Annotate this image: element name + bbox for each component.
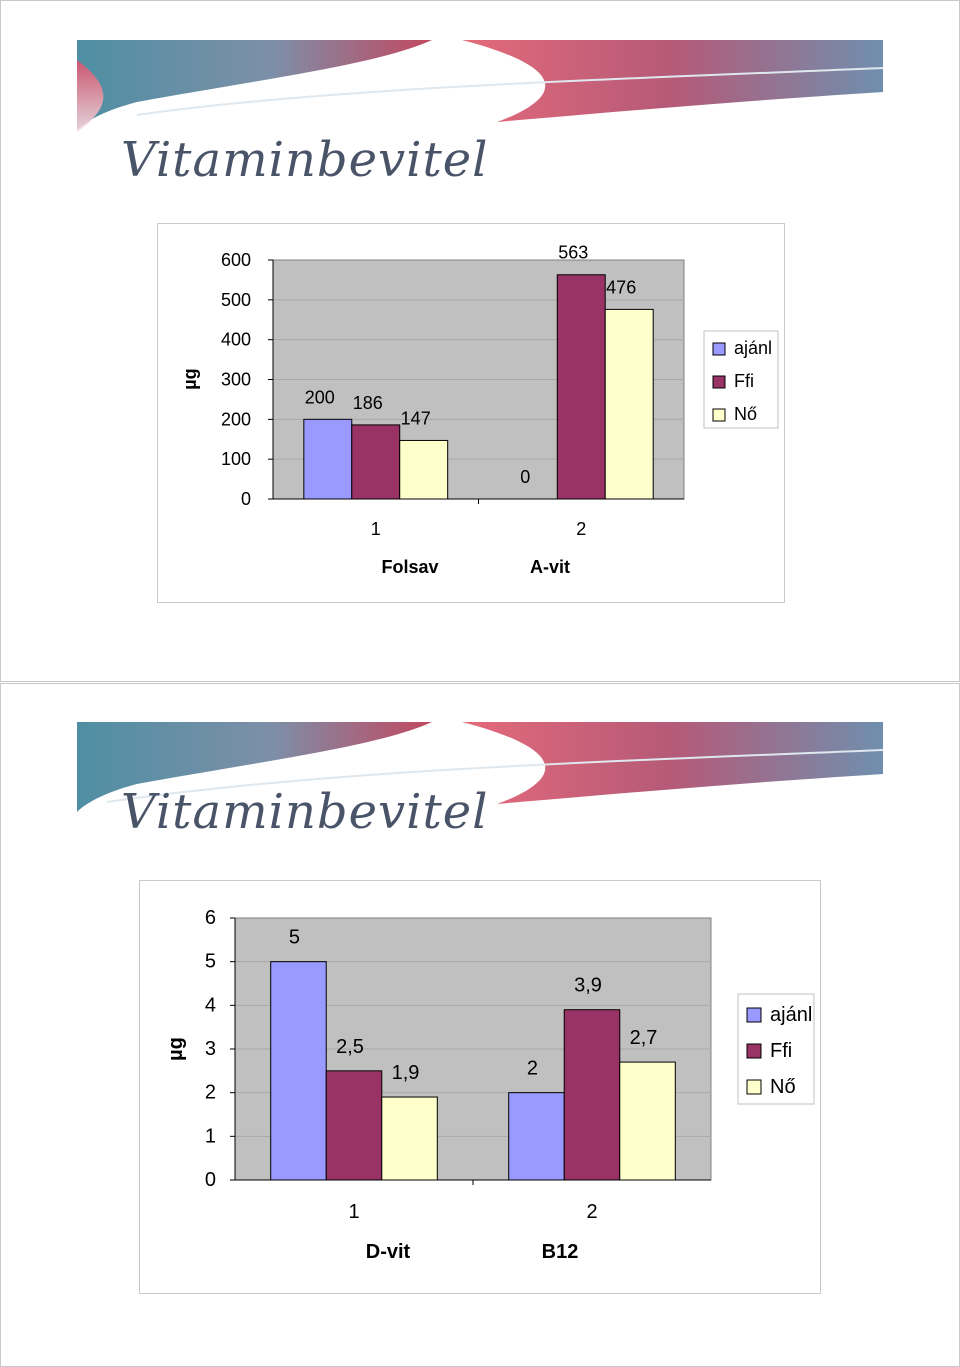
bar [351,424,401,500]
chart-frame: 0 100 200 300 400 500 600 µg 200 186 147 1 0 563 476 2 F… [157,223,785,603]
bar [604,308,654,500]
x-tick-label: 1 [348,1201,359,1223]
data-label: 2 [527,1058,538,1080]
category-label: B12 [542,1241,579,1263]
bar [563,1009,621,1181]
bar [508,1092,565,1181]
bar [303,418,353,500]
y-tick-label: 400 [221,330,251,350]
legend-swatch [712,375,726,389]
y-tick-label: 1 [205,1125,216,1147]
slide-1: Vitaminbevitel 0 100 200 300 400 500 600 µg 200 1… [77,40,883,640]
legend-label: Nő [770,1076,796,1098]
y-tick-label: 200 [221,409,251,429]
y-axis-title: µg [165,1037,187,1061]
data-label: 186 [353,393,383,413]
bar-chart-folsav-avit: 0 100 200 300 400 500 600 µg 200 186 147 1 0 563 476 2 F… [180,243,779,577]
legend-label: ajánl [770,1004,812,1026]
x-tick-label: 2 [576,519,586,539]
bar [270,961,327,1181]
category-label: Folsav [381,557,438,577]
legend-swatch [746,1079,762,1095]
data-label: 147 [401,408,431,428]
slide-banner [77,40,883,132]
legend-label: ajánl [734,338,772,358]
y-tick-label: 4 [205,994,216,1016]
bar [556,274,606,500]
x-tick-label: 1 [371,519,381,539]
legend-swatch [712,342,726,356]
data-label: 200 [305,387,335,407]
y-tick-label: 5 [205,951,216,973]
legend-swatch [746,1043,762,1059]
y-tick-label: 6 [205,907,216,929]
slide-title: Vitaminbevitel [121,784,489,840]
x-tick-label: 2 [586,1201,597,1223]
y-tick-label: 3 [205,1038,216,1060]
category-label: A-vit [530,557,570,577]
y-tick-label: 500 [221,290,251,310]
slide-2: Vitaminbevitel 0 1 2 3 4 5 6 µg 5 2,5 1,9 1 2 3,9 2,7 2… [77,722,883,1328]
y-tick-label: 2 [205,1082,216,1104]
bar [399,439,449,500]
data-label: 3,9 [574,975,602,997]
data-label: 2,5 [336,1036,364,1058]
y-axis-title: µg [180,368,200,389]
y-tick-label: 0 [241,489,251,509]
y-tick-label: 600 [221,250,251,270]
bar-chart-dvit-b12: 0 1 2 3 4 5 6 µg 5 2,5 1,9 1 2 3,9 2,7 2 D-vit B12 ajánl Ff… [165,907,815,1263]
bar [619,1061,676,1181]
chart-frame: 0 1 2 3 4 5 6 µg 5 2,5 1,9 1 2 3,9 2,7 2 D-vit B12 ajánl Ff… [139,880,821,1294]
data-label: 563 [558,243,588,263]
legend-swatch [712,408,726,422]
data-label: 0 [520,467,530,487]
legend-label: Nő [734,404,757,424]
category-label: D-vit [366,1241,411,1263]
slide-banner [77,722,883,812]
data-label: 1,9 [392,1062,420,1084]
y-tick-label: 0 [205,1169,216,1191]
data-label: 476 [606,277,636,297]
slide-title: Vitaminbevitel [121,132,489,188]
y-tick-label: 300 [221,370,251,390]
data-label: 2,7 [630,1027,658,1049]
y-tick-label: 100 [221,449,251,469]
data-label: 5 [289,927,300,949]
legend-label: Ffi [734,371,754,391]
bar [381,1096,438,1181]
bar [325,1070,383,1181]
legend-swatch [746,1007,762,1023]
legend-label: Ffi [770,1040,792,1062]
